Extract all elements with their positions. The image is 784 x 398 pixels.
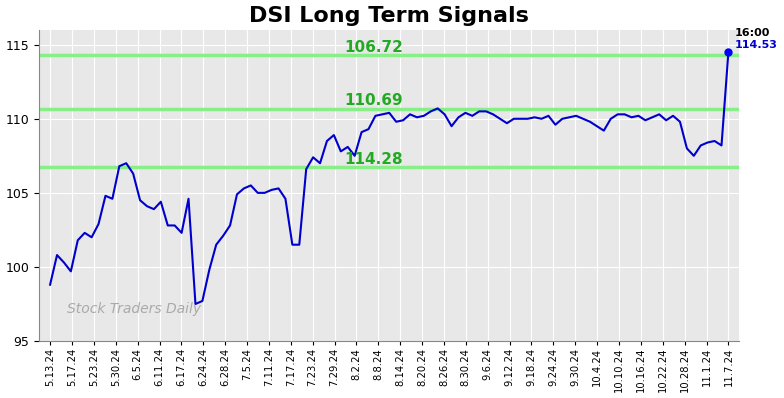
Text: Stock Traders Daily: Stock Traders Daily <box>67 302 201 316</box>
Text: 16:00: 16:00 <box>735 28 771 38</box>
Text: 114.28: 114.28 <box>344 152 403 167</box>
Text: 106.72: 106.72 <box>344 40 403 55</box>
Text: 114.53: 114.53 <box>735 40 778 50</box>
Text: 110.69: 110.69 <box>344 93 403 108</box>
Title: DSI Long Term Signals: DSI Long Term Signals <box>249 6 529 25</box>
